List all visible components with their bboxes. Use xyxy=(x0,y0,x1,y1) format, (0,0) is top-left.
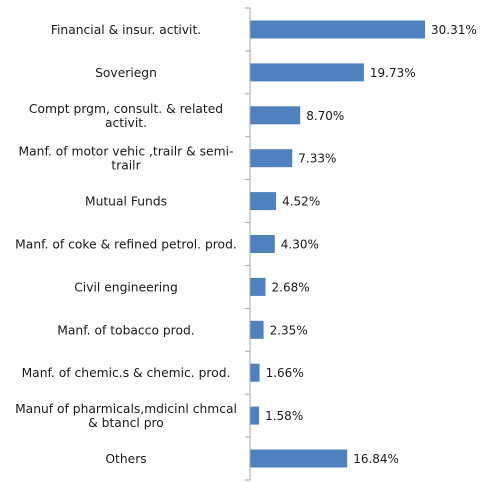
category-labels-group: Financial & insur. activit. Soveriegn Comp… xyxy=(15,23,237,466)
value-label-7: 2.68% xyxy=(272,280,310,294)
value-label-6: 4.30% xyxy=(281,238,319,252)
category-label-5: Mutual Funds xyxy=(85,195,167,209)
value-label-9: 1.66% xyxy=(266,366,304,380)
bar-4 xyxy=(250,149,293,168)
bar-3 xyxy=(250,106,301,125)
bars-group xyxy=(250,20,425,468)
value-label-5: 4.52% xyxy=(282,195,320,209)
category-label-3: Compt prgm, consult. & related activit. xyxy=(29,102,223,130)
bar-7 xyxy=(250,277,266,296)
value-label-1: 30.31% xyxy=(431,23,477,37)
value-label-3: 8.70% xyxy=(306,109,344,123)
category-label-7: Civil engineering xyxy=(74,280,178,294)
category-label-2: Soveriegn xyxy=(95,66,157,80)
value-label-10: 1.58% xyxy=(265,409,303,423)
bar-6 xyxy=(250,235,275,253)
value-label-2: 19.73% xyxy=(370,66,416,80)
bar-5 xyxy=(250,192,277,211)
category-label-11: Others xyxy=(105,452,146,466)
bar-9 xyxy=(250,363,260,382)
bar-2 xyxy=(250,63,364,82)
y-axis-ticks-group xyxy=(245,7,250,481)
category-label-8: Manf. of tobacco prod. xyxy=(57,323,194,337)
value-label-4: 7.33% xyxy=(298,152,336,166)
category-label-4: Manf. of motor vehic ,trailr & semi-trai… xyxy=(19,145,234,173)
category-label-1: Financial & insur. activit. xyxy=(51,23,201,37)
category-label-10: Manuf of pharmicals,mdicinl chmcal & btan… xyxy=(15,402,237,430)
value-labels-group: 30.31% 19.73% 8.70% 7.33% 4.52% 4.30% 2.68% 2.3… xyxy=(265,23,477,466)
category-label-9: Manf. of chemic.s & chemic. prod. xyxy=(22,366,231,380)
bar-1 xyxy=(250,20,425,39)
bar-11 xyxy=(250,449,348,468)
bar-10 xyxy=(250,406,260,425)
value-label-11: 16.84% xyxy=(353,452,399,466)
value-label-8: 2.35% xyxy=(270,323,308,337)
bar-8 xyxy=(250,320,264,339)
category-label-6: Manf. of coke & refined petrol. prod. xyxy=(15,238,237,252)
